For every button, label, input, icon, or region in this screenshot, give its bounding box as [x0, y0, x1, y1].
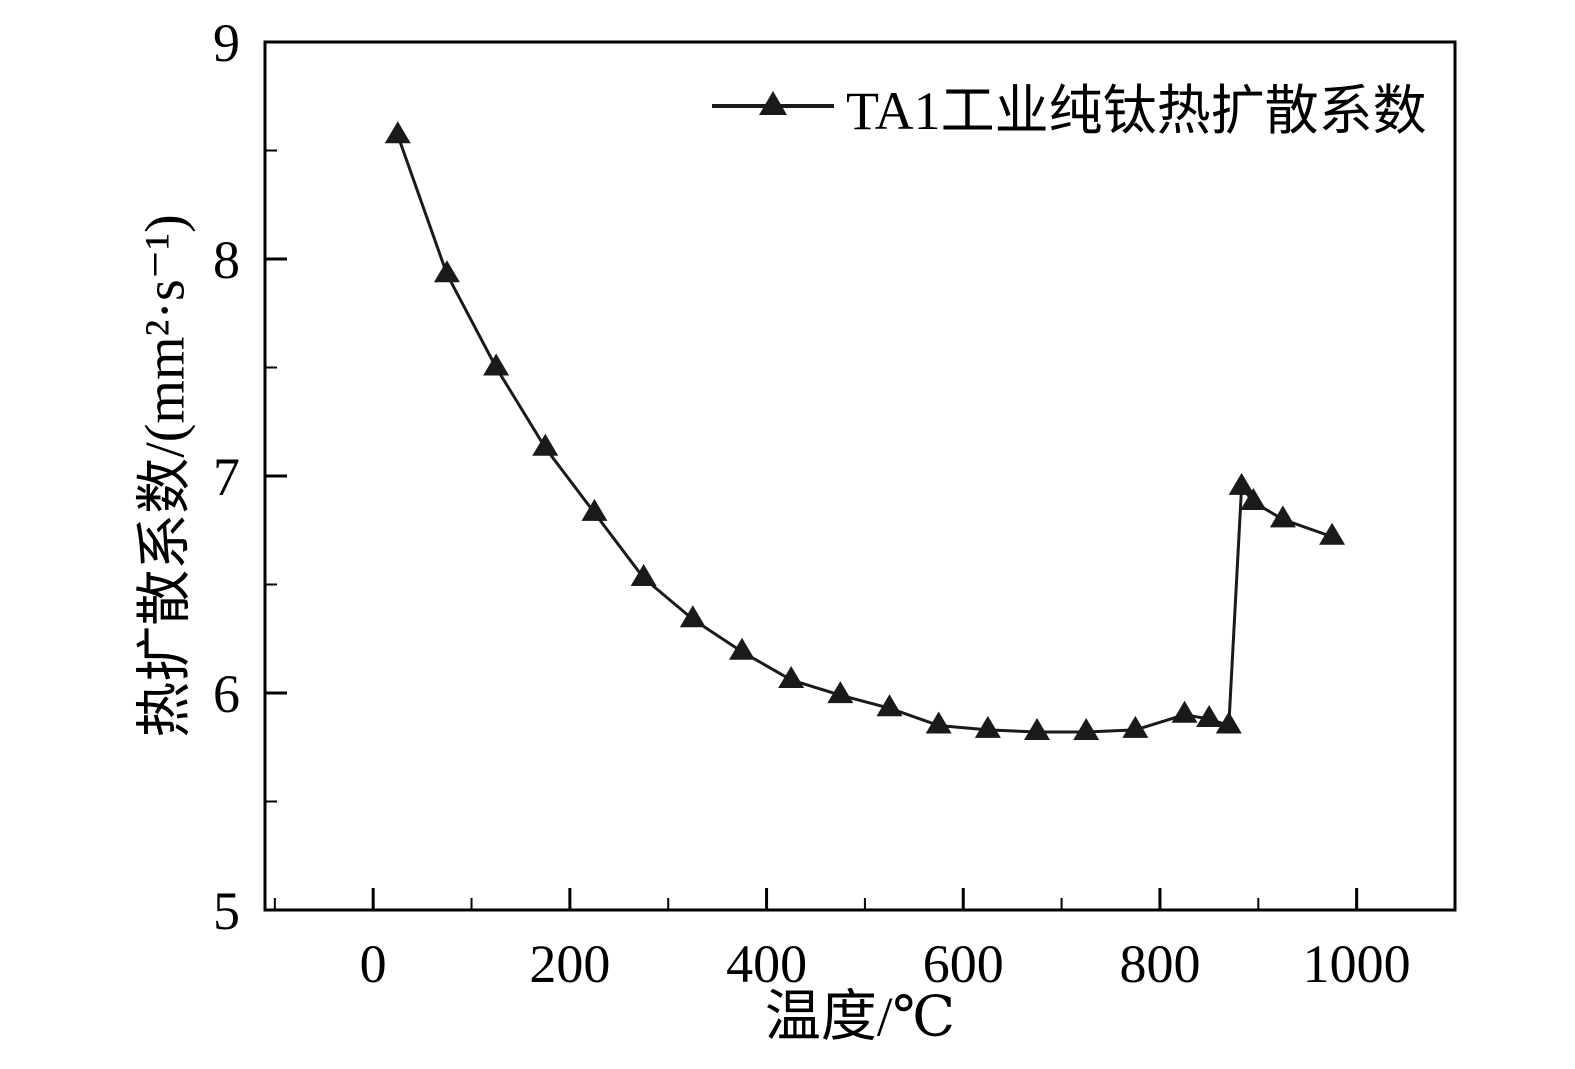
- y-tick-label: 6: [213, 664, 240, 724]
- x-tick-label: 600: [923, 934, 1004, 994]
- series-marker-triangle: [1196, 705, 1223, 728]
- series-marker-triangle: [1319, 522, 1346, 545]
- plot-border: [263, 40, 1457, 912]
- y-tick-label: 7: [213, 447, 240, 507]
- x-tick-label: 1000: [1303, 934, 1411, 994]
- series-marker-triangle: [1215, 711, 1242, 734]
- legend-triangle-marker-icon: [712, 90, 834, 115]
- series-marker-triangle: [384, 121, 411, 144]
- series-marker-triangle: [974, 715, 1001, 738]
- series-marker-triangle: [1228, 472, 1255, 495]
- y-tick-label: 5: [213, 881, 240, 941]
- series-marker-triangle: [925, 711, 952, 734]
- series-marker-triangle: [1122, 715, 1149, 738]
- series-marker-triangle: [630, 563, 657, 586]
- x-tick-label: 200: [529, 934, 610, 994]
- x-axis-label: 温度/℃: [764, 986, 956, 1049]
- y-axis-label: 热扩散系数/(mm²·s⁻¹): [134, 214, 197, 738]
- series-marker-triangle: [433, 260, 460, 283]
- x-tick-label: 0: [360, 934, 387, 994]
- series-marker-triangle: [1073, 718, 1100, 741]
- series-line: [396, 134, 1333, 734]
- series-marker-triangle: [532, 433, 559, 456]
- legend: TA1工业纯钛热扩散系数: [712, 66, 1427, 145]
- y-tick-label: 8: [213, 230, 240, 290]
- series-marker-triangle: [728, 637, 755, 660]
- series-marker-triangle: [1269, 505, 1296, 528]
- legend-label: TA1工业纯钛热扩散系数: [846, 81, 1427, 141]
- x-tick-label: 400: [726, 934, 807, 994]
- series-marker-triangle: [1171, 700, 1198, 723]
- series-marker-triangle: [876, 694, 903, 717]
- x-tick-label: 800: [1119, 934, 1200, 994]
- series-marker-triangle: [778, 665, 805, 688]
- series-marker-triangle: [679, 605, 706, 628]
- y-tick-label: 9: [213, 13, 240, 73]
- series-marker-triangle: [1024, 718, 1051, 741]
- series-marker-triangle: [483, 353, 510, 376]
- series-marker-triangle: [1240, 488, 1267, 511]
- series-marker-triangle: [827, 681, 854, 704]
- series-marker-triangle: [581, 498, 608, 521]
